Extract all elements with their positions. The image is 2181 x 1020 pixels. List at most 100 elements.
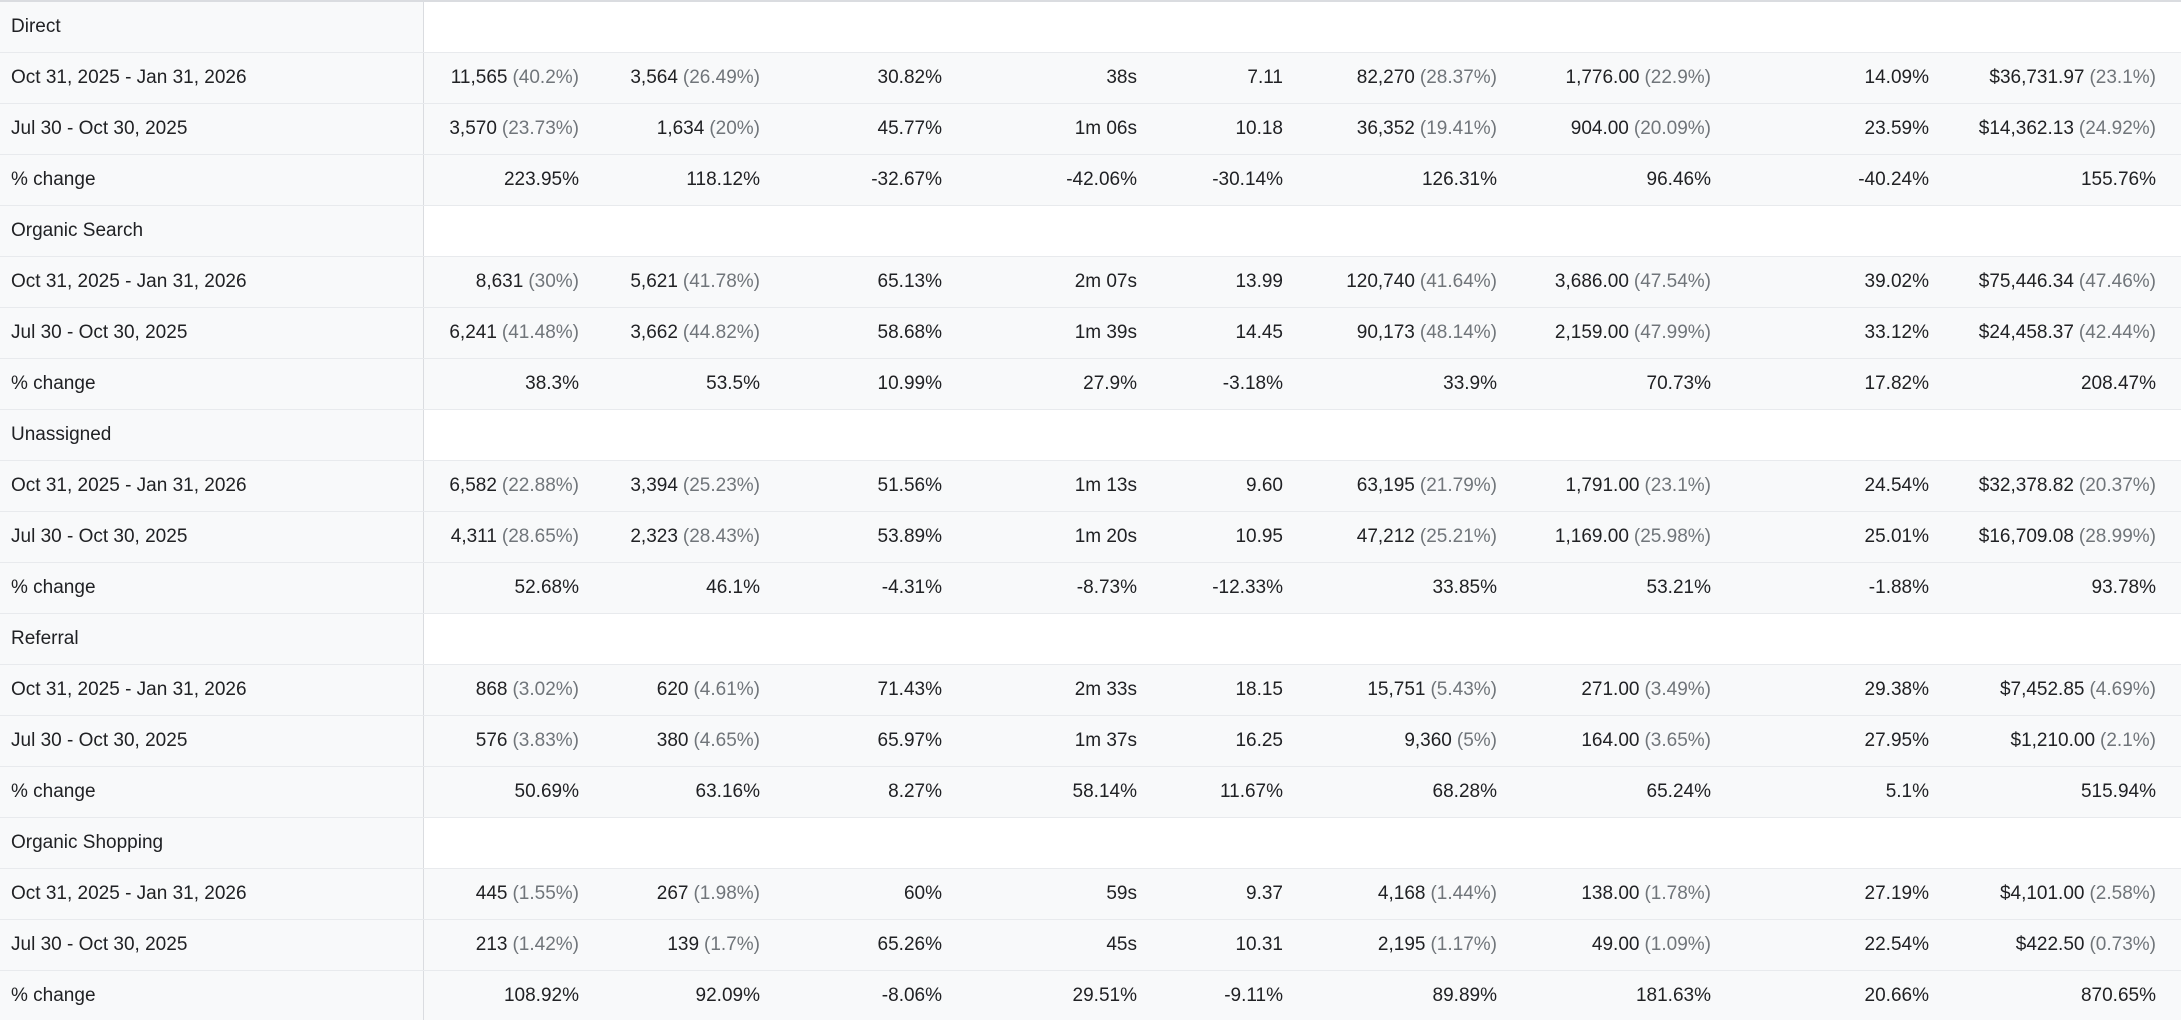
- channel-group-header[interactable]: Organic Search: [0, 206, 2181, 257]
- metric-value: -30.14%: [1212, 169, 1283, 190]
- metric-value: 45.77%: [877, 118, 942, 139]
- metric-value: -4.31%: [881, 577, 942, 598]
- metric-cell: 108.92%: [424, 971, 579, 1020]
- metric-value: 96.46%: [1646, 169, 1711, 190]
- metric-value: 11.67%: [1219, 781, 1283, 802]
- metric-cell: 5.1%: [1711, 767, 1929, 817]
- metric-share-percent: (1.09%): [1644, 934, 1711, 955]
- metric-value: 22.54%: [1864, 934, 1929, 955]
- metric-cell: 27.19%: [1711, 869, 1929, 919]
- date-range-label: Oct 31, 2025 - Jan 31, 2026: [0, 665, 424, 715]
- metric-cell: $75,446.34 (47.46%): [1929, 257, 2156, 307]
- metric-share-percent: (21.79%): [1419, 475, 1497, 496]
- metric-value: 9.37: [1246, 883, 1283, 904]
- metric-value: 65.97%: [877, 730, 942, 751]
- metric-value: 15,751: [1367, 679, 1426, 700]
- metric-cell: 27.95%: [1711, 716, 1929, 766]
- metric-cell: 36,352 (19.41%): [1283, 104, 1497, 154]
- channel-group-header[interactable]: Organic Shopping: [0, 818, 2181, 869]
- metric-value: 870.65%: [2080, 985, 2156, 1006]
- date-range-row[interactable]: Oct 31, 2025 - Jan 31, 2026 11,565 (40.2%)…: [0, 53, 2181, 104]
- metric-share-percent: (25.98%): [1633, 526, 1711, 547]
- metric-cell: $7,452.85 (4.69%): [1929, 665, 2156, 715]
- metric-share-percent: (23.1%): [2089, 67, 2156, 88]
- metric-cell: 17.82%: [1711, 359, 1929, 409]
- percent-change-row[interactable]: % change 38.3% 53.5% 10.99% 27.9% -3.18% 33.9%…: [0, 359, 2181, 410]
- metric-value: 9,360: [1404, 730, 1452, 751]
- metric-cell: 139 (1.7%): [579, 920, 760, 970]
- metric-cell: 2m 33s: [942, 665, 1137, 715]
- metric-value: 380: [656, 730, 689, 751]
- metric-value: $24,458.37: [1978, 322, 2074, 343]
- metric-value: 1m 13s: [1074, 475, 1137, 496]
- metric-cell: 181.63%: [1497, 971, 1711, 1020]
- metric-share-percent: (41.78%): [682, 271, 760, 292]
- metric-value: 8,631: [475, 271, 524, 292]
- metric-value: 4,311: [450, 526, 497, 547]
- percent-change-row[interactable]: % change 223.95% 118.12% -32.67% -42.06% -30.…: [0, 155, 2181, 206]
- metric-cell: 63.16%: [579, 767, 760, 817]
- metric-value: 24.54%: [1864, 475, 1929, 496]
- metric-cell: 50.69%: [424, 767, 579, 817]
- metric-value: 33.12%: [1864, 322, 1929, 343]
- metric-cell: 1m 13s: [942, 461, 1137, 511]
- metric-value: 267: [656, 883, 689, 904]
- metric-cell: 53.5%: [579, 359, 760, 409]
- metric-cell: $14,362.13 (24.92%): [1929, 104, 2156, 154]
- metric-share-percent: (2.1%): [2100, 730, 2156, 751]
- date-range-label: Jul 30 - Oct 30, 2025: [0, 920, 424, 970]
- channel-group-header[interactable]: Direct: [0, 2, 2181, 53]
- date-range-row[interactable]: Oct 31, 2025 - Jan 31, 2026 445 (1.55%) 267…: [0, 869, 2181, 920]
- metric-share-percent: (1.55%): [512, 883, 579, 904]
- metric-value: 3,686.00: [1554, 271, 1629, 292]
- percent-change-row[interactable]: % change 108.92% 92.09% -8.06% 29.51% -9.11% 8…: [0, 971, 2181, 1020]
- percent-change-label: % change: [0, 563, 424, 613]
- metric-share-percent: (1.78%): [1644, 883, 1711, 904]
- metric-cell: 10.95: [1137, 512, 1283, 562]
- channel-group-header[interactable]: Referral: [0, 614, 2181, 665]
- metric-value: 27.19%: [1864, 883, 1929, 904]
- metric-share-percent: (30%): [528, 271, 579, 292]
- metric-cell: 515.94%: [1929, 767, 2156, 817]
- date-range-row[interactable]: Jul 30 - Oct 30, 2025 3,570 (23.73%) 1,634(…: [0, 104, 2181, 155]
- metric-value: 10.99%: [877, 373, 942, 394]
- metric-cell: 9.60: [1137, 461, 1283, 511]
- metric-share-percent: (3.83%): [512, 730, 579, 751]
- metric-cell: 33.85%: [1283, 563, 1497, 613]
- metric-value: $7,452.85: [1999, 679, 2085, 700]
- metric-value: 3,394: [630, 475, 678, 496]
- metric-cell: 53.89%: [760, 512, 942, 562]
- date-range-row[interactable]: Oct 31, 2025 - Jan 31, 2026 868 (3.02%) 620…: [0, 665, 2181, 716]
- metric-cell: 33.12%: [1711, 308, 1929, 358]
- metric-cell: 223.95%: [424, 155, 579, 205]
- metric-cell: 2,323 (28.43%): [579, 512, 760, 562]
- metric-cell: 29.51%: [942, 971, 1137, 1020]
- metric-share-percent: (1.42%): [512, 934, 579, 955]
- metric-value: 17.82%: [1864, 373, 1929, 394]
- metric-cell: 3,662 (44.82%): [579, 308, 760, 358]
- metric-cell: $24,458.37 (42.44%): [1929, 308, 2156, 358]
- metric-value: -42.06%: [1066, 169, 1137, 190]
- date-range-row[interactable]: Jul 30 - Oct 30, 2025 213 (1.42%) 139 (1.7%)…: [0, 920, 2181, 971]
- metric-value: 45s: [1106, 934, 1137, 955]
- percent-change-row[interactable]: % change 50.69% 63.16% 8.27% 58.14% 11.67% 68.…: [0, 767, 2181, 818]
- channel-group-header[interactable]: Unassigned: [0, 410, 2181, 461]
- metric-cell: 6,241 (41.48%): [424, 308, 579, 358]
- metric-value: 29.38%: [1864, 679, 1929, 700]
- metric-value: 445: [475, 883, 508, 904]
- date-range-row[interactable]: Oct 31, 2025 - Jan 31, 2026 8,631 (30%) 5,6…: [0, 257, 2181, 308]
- percent-change-row[interactable]: % change 52.68% 46.1% -4.31% -8.73% -12.33% 33…: [0, 563, 2181, 614]
- metric-value: 2,159.00: [1554, 322, 1629, 343]
- metric-cell: 52.68%: [424, 563, 579, 613]
- date-range-row[interactable]: Jul 30 - Oct 30, 2025 4,311 (28.65%) 2,323(…: [0, 512, 2181, 563]
- percent-change-label: % change: [0, 359, 424, 409]
- date-range-row[interactable]: Oct 31, 2025 - Jan 31, 2026 6,582 (22.88%)…: [0, 461, 2181, 512]
- metric-cell: 138.00 (1.78%): [1497, 869, 1711, 919]
- date-range-row[interactable]: Jul 30 - Oct 30, 2025 576 (3.83%) 380 (4.65%…: [0, 716, 2181, 767]
- metric-value: 27.9%: [1083, 373, 1137, 394]
- metric-value: 138.00: [1581, 883, 1640, 904]
- date-range-row[interactable]: Jul 30 - Oct 30, 2025 6,241 (41.48%) 3,662(…: [0, 308, 2181, 359]
- metric-value: 49.00: [1591, 934, 1640, 955]
- metric-share-percent: (5.43%): [1430, 679, 1497, 700]
- metric-share-percent: (47.54%): [1633, 271, 1711, 292]
